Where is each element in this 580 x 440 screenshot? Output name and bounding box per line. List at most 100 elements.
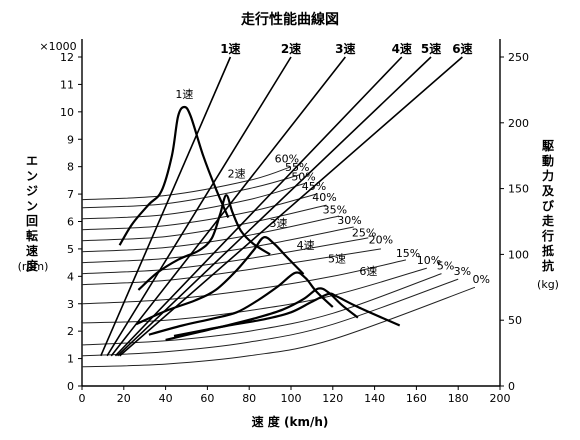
x-tick-label: 40: [159, 392, 173, 405]
gear-line-label: 1速: [220, 41, 240, 56]
gear-line-label: 4速: [392, 41, 412, 56]
resistance-label: 20%: [369, 233, 393, 246]
drive-force-curve: [137, 194, 271, 291]
resistance-label: 15%: [396, 247, 420, 260]
y-left-tick-label: 2: [67, 325, 74, 338]
y-left-tick-label: 12: [60, 51, 74, 64]
x-axis-label: 速 度 (km/h): [252, 414, 329, 429]
gear-speed-line: [106, 56, 292, 357]
y-right-label-char: 走: [542, 213, 554, 228]
resistance-label: 25%: [352, 227, 376, 240]
drive-force-curve: [173, 292, 401, 338]
y-left-tick-label: 7: [67, 188, 74, 201]
resistance-curve: [81, 174, 300, 209]
y-right-label-char: 及: [542, 184, 555, 198]
y-right-tick-label: 50: [508, 314, 522, 327]
resistance-curve: [81, 278, 459, 357]
resistance-curve: [81, 259, 407, 305]
y-right-tick-label: 150: [508, 183, 529, 196]
chart-title: 走行性能曲線図: [241, 11, 339, 28]
y-left-label-char: ジ: [26, 184, 38, 198]
y-left-multiplier: ×1000: [39, 40, 76, 53]
y-left-label-char: 速: [26, 243, 38, 258]
gear-line-label: 6速: [452, 41, 472, 56]
resistance-curve: [81, 273, 442, 346]
resistance-curve: [81, 166, 292, 201]
drive-force-curve: [135, 236, 305, 326]
gear-line-label: 5速: [421, 41, 441, 56]
y-left-unit: (rpm): [18, 260, 49, 273]
resistance-curve: [81, 215, 340, 253]
y-right-tick-label: 250: [508, 51, 529, 64]
y-right-unit: (kg): [537, 278, 559, 291]
y-left-label-char: エ: [26, 154, 38, 168]
y-left-tick-label: 1: [67, 353, 74, 366]
resistance-label: 40%: [312, 191, 336, 204]
x-tick-label: 80: [242, 392, 256, 405]
y-right-label-char: び: [542, 198, 555, 213]
y-left-label-char: ン: [26, 199, 38, 213]
y-left-tick-label: 10: [60, 106, 74, 119]
y-left-tick-label: 11: [60, 78, 74, 91]
resistance-curve: [81, 182, 306, 220]
resistance-curve: [81, 226, 354, 264]
resistance-label: 35%: [323, 203, 347, 216]
y-left-tick-label: 8: [67, 161, 74, 174]
plot-area: 0 20 40 60 80 100 120 140 160 180 2000123456789101…: [60, 39, 529, 405]
resistance-label: 50%: [291, 170, 315, 183]
y-right-tick-label: 100: [508, 248, 529, 261]
resistance-curve: [81, 237, 369, 275]
resistance-label: 3%: [454, 265, 471, 278]
y-left-label-char: 転: [26, 228, 38, 243]
y-right-label-char: 抗: [542, 258, 554, 273]
y-right-label-char: 抵: [542, 243, 554, 258]
y-right-label-char: 動: [542, 153, 554, 168]
y-right-tick-label: 200: [508, 117, 529, 130]
resistance-label: 0%: [472, 273, 489, 286]
y-left-label-char: ン: [26, 169, 38, 183]
y-left-tick-label: 6: [67, 216, 74, 229]
y-left-label-char: 回: [26, 214, 38, 228]
y-left-tick-label: 9: [67, 133, 74, 146]
y-left-label-char: 度: [26, 258, 39, 273]
gear-speed-line: [116, 56, 432, 357]
resistance-label: 30%: [337, 214, 361, 227]
y-right-tick-label: 0: [508, 380, 515, 393]
drive-force-curve: [148, 271, 334, 336]
x-tick-label: 160: [406, 392, 427, 405]
x-tick-label: 180: [448, 392, 469, 405]
y-right-label-char: 行: [541, 228, 554, 243]
resistance-label: 60%: [275, 153, 299, 166]
gear-line-label: 2速: [281, 41, 301, 56]
x-tick-label: 20: [117, 392, 131, 405]
drive-curve-label: 3速: [269, 217, 287, 230]
resistance-label: 55%: [285, 161, 309, 174]
x-tick-label: 140: [364, 392, 385, 405]
y-left-tick-label: 4: [67, 270, 74, 283]
gear-speed-line: [110, 56, 346, 357]
y-right-label-char: 力: [542, 168, 554, 183]
drive-curve-label: 6速: [359, 265, 377, 278]
x-tick-label: 100: [281, 392, 302, 405]
resistance-curve: [81, 193, 317, 231]
drive-force-curve: [118, 105, 230, 246]
resistance-label: 5%: [437, 259, 454, 272]
x-tick-label: 200: [490, 392, 511, 405]
y-left-tick-label: 0: [67, 380, 74, 393]
x-tick-label: 60: [200, 392, 214, 405]
gear-speed-line: [119, 56, 463, 357]
y-left-tick-label: 3: [67, 298, 74, 311]
x-tick-label: 0: [79, 392, 86, 405]
drive-curve-label: 4速: [297, 239, 315, 252]
resistance-curve: [81, 204, 327, 242]
y-left-tick-label: 5: [67, 243, 74, 256]
gear-speed-line: [114, 56, 403, 357]
gear-line-label: 3速: [335, 41, 355, 56]
drive-curve-label: 1速: [175, 88, 193, 101]
gear-speed-line: [100, 56, 232, 357]
resistance-label: 10%: [417, 254, 441, 267]
x-tick-label: 120: [322, 392, 343, 405]
resistance-curve: [81, 286, 476, 368]
drive-curve-label: 2速: [228, 168, 246, 181]
